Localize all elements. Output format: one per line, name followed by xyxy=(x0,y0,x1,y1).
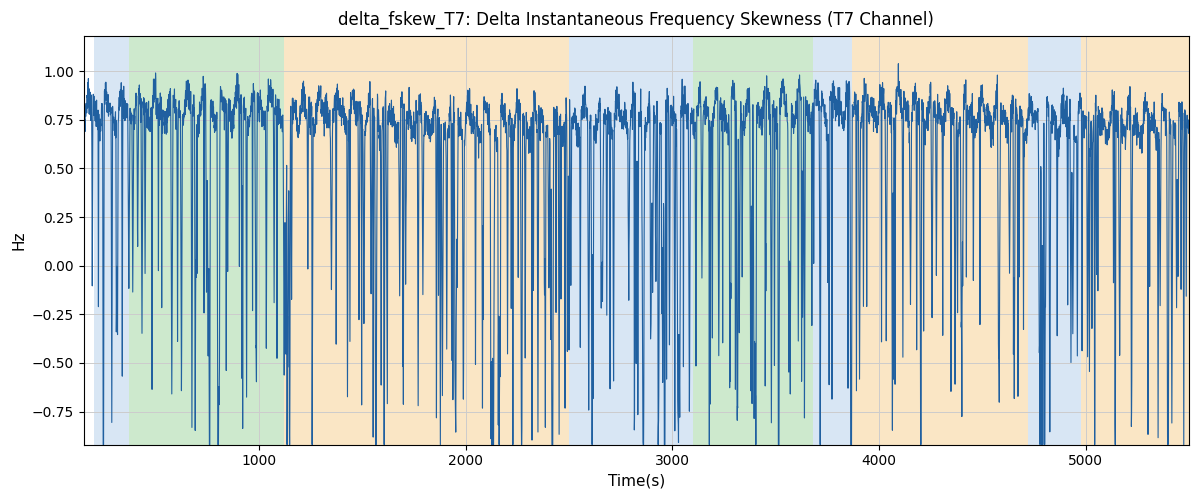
Bar xyxy=(130,36,284,445)
Bar xyxy=(1027,36,1081,445)
Bar xyxy=(284,36,569,445)
Bar xyxy=(812,36,852,445)
Bar xyxy=(1081,36,1193,445)
Y-axis label: Hz: Hz xyxy=(11,230,26,250)
Bar xyxy=(569,36,694,445)
Bar xyxy=(94,36,130,445)
Bar xyxy=(694,36,812,445)
Title: delta_fskew_T7: Delta Instantaneous Frequency Skewness (T7 Channel): delta_fskew_T7: Delta Instantaneous Freq… xyxy=(338,11,935,30)
Bar xyxy=(852,36,1027,445)
X-axis label: Time(s): Time(s) xyxy=(607,474,665,489)
